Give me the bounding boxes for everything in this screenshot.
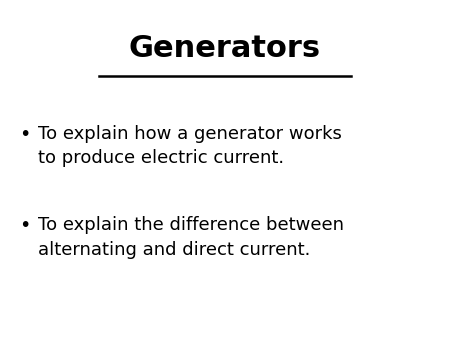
Text: To explain the difference between
alternating and direct current.: To explain the difference between altern… bbox=[38, 216, 344, 259]
Text: •: • bbox=[19, 125, 31, 144]
Text: Generators: Generators bbox=[129, 34, 321, 63]
Text: •: • bbox=[19, 216, 31, 235]
Text: To explain how a generator works
to produce electric current.: To explain how a generator works to prod… bbox=[38, 125, 342, 167]
